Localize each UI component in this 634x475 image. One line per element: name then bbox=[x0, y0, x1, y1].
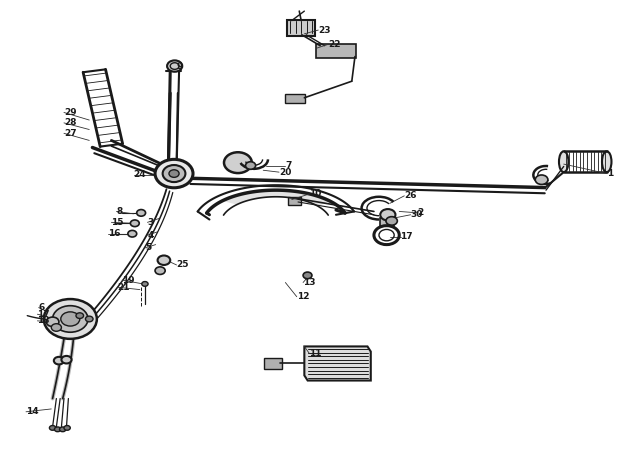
Circle shape bbox=[131, 220, 139, 227]
Text: 27: 27 bbox=[64, 129, 77, 138]
Text: 7: 7 bbox=[285, 161, 292, 170]
Text: 9: 9 bbox=[176, 62, 183, 71]
Circle shape bbox=[224, 152, 252, 173]
Text: 23: 23 bbox=[318, 26, 331, 35]
FancyBboxPatch shape bbox=[287, 19, 315, 36]
Text: 15: 15 bbox=[112, 218, 124, 227]
Circle shape bbox=[158, 256, 171, 265]
Text: 28: 28 bbox=[64, 118, 77, 127]
Text: 11: 11 bbox=[309, 349, 322, 358]
Text: 17: 17 bbox=[401, 232, 413, 241]
Circle shape bbox=[303, 272, 312, 279]
Circle shape bbox=[155, 267, 165, 275]
Circle shape bbox=[163, 165, 185, 182]
Circle shape bbox=[76, 313, 84, 319]
Text: 22: 22 bbox=[328, 40, 341, 49]
Text: 29: 29 bbox=[64, 108, 77, 117]
Polygon shape bbox=[304, 346, 371, 380]
Circle shape bbox=[86, 316, 93, 322]
Text: 13: 13 bbox=[303, 278, 316, 287]
Circle shape bbox=[53, 306, 88, 332]
Ellipse shape bbox=[602, 152, 611, 172]
Text: 19: 19 bbox=[122, 276, 135, 285]
Circle shape bbox=[128, 230, 137, 237]
Circle shape bbox=[51, 323, 61, 331]
Text: 4: 4 bbox=[148, 231, 154, 239]
Text: 12: 12 bbox=[297, 292, 309, 301]
Circle shape bbox=[46, 317, 59, 326]
Circle shape bbox=[60, 427, 66, 432]
Text: 1: 1 bbox=[607, 169, 613, 178]
Text: 3: 3 bbox=[148, 218, 153, 227]
Text: 8: 8 bbox=[117, 207, 123, 216]
Text: 10: 10 bbox=[309, 190, 322, 199]
Circle shape bbox=[44, 299, 97, 339]
Circle shape bbox=[535, 175, 548, 184]
FancyBboxPatch shape bbox=[285, 94, 305, 103]
Circle shape bbox=[55, 427, 61, 432]
Circle shape bbox=[49, 426, 56, 430]
Text: 30: 30 bbox=[411, 210, 423, 219]
Circle shape bbox=[155, 159, 193, 188]
Text: 6: 6 bbox=[39, 303, 45, 312]
Circle shape bbox=[386, 217, 398, 225]
Text: 17: 17 bbox=[37, 310, 50, 319]
Text: 24: 24 bbox=[134, 171, 146, 180]
Text: 18: 18 bbox=[37, 316, 50, 325]
FancyBboxPatch shape bbox=[380, 218, 394, 226]
Polygon shape bbox=[222, 190, 330, 206]
Text: 14: 14 bbox=[26, 407, 39, 416]
Text: 21: 21 bbox=[118, 283, 130, 292]
Circle shape bbox=[64, 426, 70, 430]
FancyBboxPatch shape bbox=[264, 358, 281, 369]
Text: 20: 20 bbox=[279, 168, 292, 177]
Circle shape bbox=[142, 282, 148, 286]
Circle shape bbox=[54, 357, 64, 364]
Text: 2: 2 bbox=[417, 209, 424, 218]
Text: 25: 25 bbox=[176, 260, 189, 269]
FancyBboxPatch shape bbox=[316, 44, 356, 57]
Text: 16: 16 bbox=[108, 229, 120, 238]
Ellipse shape bbox=[559, 152, 569, 172]
Circle shape bbox=[245, 162, 256, 169]
Circle shape bbox=[169, 170, 179, 177]
Circle shape bbox=[61, 312, 80, 326]
Circle shape bbox=[380, 209, 396, 220]
Text: 26: 26 bbox=[404, 191, 417, 200]
Circle shape bbox=[137, 209, 146, 216]
Circle shape bbox=[61, 356, 72, 363]
Circle shape bbox=[167, 60, 182, 72]
Text: 5: 5 bbox=[145, 243, 151, 252]
FancyBboxPatch shape bbox=[288, 197, 301, 205]
